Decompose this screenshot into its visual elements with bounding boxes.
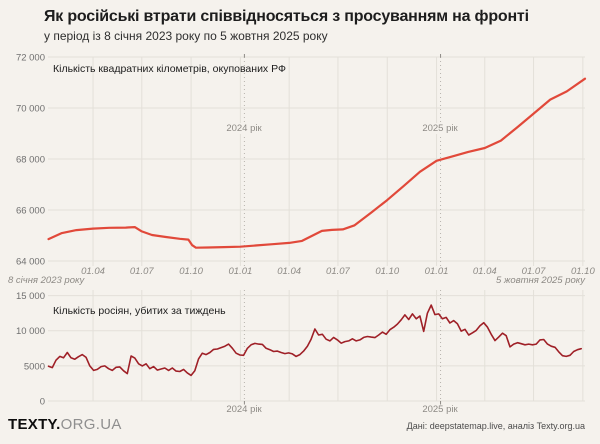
weekly-killed-series-line: [47, 304, 582, 377]
x-tick-label: 01.07: [522, 266, 546, 277]
y-tick-label: 72 000: [16, 53, 45, 64]
data-source-credit: Дані: deepstatemap.live, аналіз Texty.or…: [406, 421, 585, 431]
x-tick-label: 01.07: [130, 266, 154, 277]
year-annotation-2025-top: 2025 рік: [419, 123, 461, 134]
texty-logo: TEXTY.ORG.UA: [8, 416, 122, 433]
x-tick-label: 01.10: [179, 266, 203, 277]
x-axis-end-date-label: 5 жовтня 2025 року: [495, 275, 585, 286]
year-annotation-2024-top: 2024 рік: [223, 123, 265, 134]
y-tick-label: 5000: [24, 361, 45, 372]
y-tick-label: 15 000: [16, 291, 45, 302]
y-tick-label: 10 000: [16, 326, 45, 337]
y-tick-label: 68 000: [16, 155, 45, 166]
occupied-area-series-line: [47, 77, 587, 249]
x-tick-label: 01.04: [473, 266, 497, 277]
year-annotation-2025-bottom: 2025 рік: [422, 404, 458, 415]
x-tick-label: 01.10: [375, 266, 399, 277]
occupied-area-chart-label: Кількість квадратних кілометрів, окупова…: [53, 63, 286, 75]
y-tick-label: 64 000: [16, 257, 45, 268]
weekly-killed-chart-label: Кількість росіян, убитих за тиждень: [53, 305, 226, 317]
y-tick-label: 66 000: [16, 206, 45, 217]
x-tick-label: 01.04: [81, 266, 105, 277]
y-tick-label: 0: [40, 397, 45, 408]
x-tick-label: 01.10: [571, 266, 595, 277]
x-axis-start-date-label: 8 січня 2023 року: [8, 275, 85, 286]
x-tick-label: 01.01: [229, 266, 253, 277]
x-tick-label: 01.07: [326, 266, 350, 277]
texty-logo-bold: TEXTY.: [8, 416, 61, 433]
x-tick-label: 01.01: [425, 266, 449, 277]
texty-logo-gray: ORG.UA: [60, 416, 122, 433]
year-annotation-2024-bottom: 2024 рік: [226, 404, 262, 415]
y-tick-label: 70 000: [16, 104, 45, 115]
page-title: Як російські втрати співвідносяться з пр…: [44, 8, 529, 25]
x-tick-label: 01.04: [277, 266, 301, 277]
page-subtitle: у період із 8 січня 2023 року по 5 жовтн…: [44, 29, 328, 43]
